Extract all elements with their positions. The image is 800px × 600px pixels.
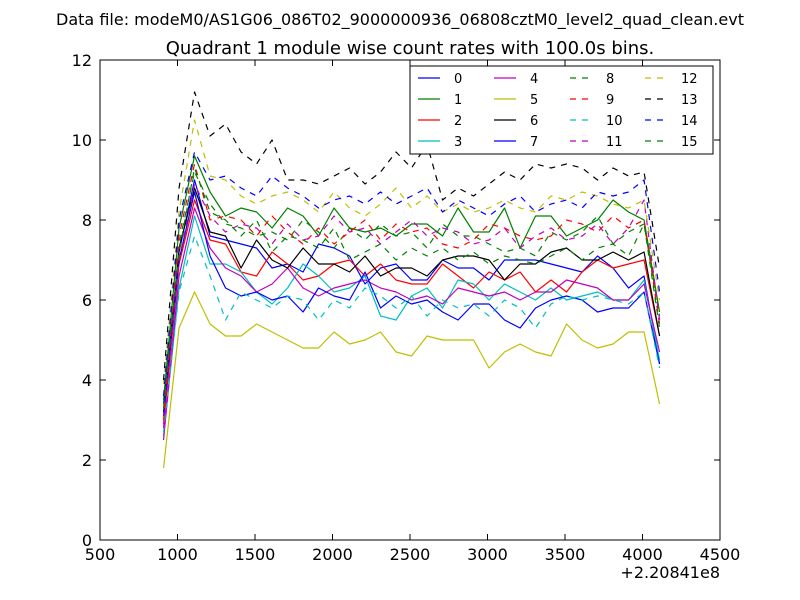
legend-label-12: 12 bbox=[681, 72, 698, 87]
y-tick-label: 8 bbox=[82, 211, 92, 230]
x-tick-label: 2500 bbox=[390, 545, 431, 564]
series-line-4 bbox=[162, 207, 661, 441]
x-tick-label: 1000 bbox=[157, 545, 198, 564]
y-tick-label: 6 bbox=[82, 291, 92, 310]
series-line-10 bbox=[162, 235, 661, 433]
y-tick-label: 4 bbox=[82, 371, 92, 390]
x-tick-label: 500 bbox=[85, 545, 116, 564]
legend-label-4: 4 bbox=[530, 72, 538, 87]
legend-label-7: 7 bbox=[530, 135, 538, 150]
legend-label-10: 10 bbox=[606, 114, 623, 129]
chart-title: Quadrant 1 module wise count rates with … bbox=[166, 38, 655, 59]
legend-label-13: 13 bbox=[681, 93, 698, 108]
chart-suptitle: Data file: modeM0/AS1G06_086T02_90000009… bbox=[56, 10, 744, 30]
legend-label-3: 3 bbox=[454, 135, 462, 150]
legend-label-15: 15 bbox=[681, 135, 698, 150]
legend-frame bbox=[409, 65, 714, 155]
legend-label-11: 11 bbox=[606, 135, 623, 150]
legend-label-1: 1 bbox=[454, 93, 462, 108]
y-tick-label: 12 bbox=[72, 51, 92, 70]
x-offset-label: +2.20841e8 bbox=[620, 563, 720, 582]
y-tick-label: 0 bbox=[82, 531, 92, 550]
x-tick-label: 1500 bbox=[235, 545, 276, 564]
series-line-5 bbox=[162, 291, 661, 469]
y-tick-label: 10 bbox=[72, 131, 92, 150]
series-line-8 bbox=[162, 171, 661, 409]
legend-label-14: 14 bbox=[681, 114, 698, 129]
series-line-1 bbox=[162, 155, 661, 401]
legend-label-9: 9 bbox=[606, 93, 614, 108]
x-tick-label: 3500 bbox=[545, 545, 586, 564]
legend-label-8: 8 bbox=[606, 72, 614, 87]
legend-label-5: 5 bbox=[530, 93, 538, 108]
series-line-6 bbox=[162, 187, 661, 413]
x-tick-label: 4500 bbox=[700, 545, 741, 564]
legend-label-0: 0 bbox=[454, 72, 462, 87]
legend-label-6: 6 bbox=[530, 114, 538, 129]
series-line-0 bbox=[162, 179, 661, 405]
series-layer bbox=[162, 91, 661, 469]
series-line-13 bbox=[162, 91, 661, 381]
series-line-2 bbox=[162, 199, 661, 425]
x-tick-label: 2000 bbox=[312, 545, 353, 564]
y-tick-label: 2 bbox=[82, 451, 92, 470]
series-line-11 bbox=[162, 183, 661, 429]
series-line-14 bbox=[162, 151, 661, 397]
ticks-layer: 500 1000 1500 2000 2500 3000 3500 4000 4500 0 2 4 6 8… bbox=[72, 51, 741, 564]
legend-label-2: 2 bbox=[454, 114, 462, 129]
x-tick-label: 4000 bbox=[622, 545, 663, 564]
x-tick-label: 3000 bbox=[467, 545, 508, 564]
